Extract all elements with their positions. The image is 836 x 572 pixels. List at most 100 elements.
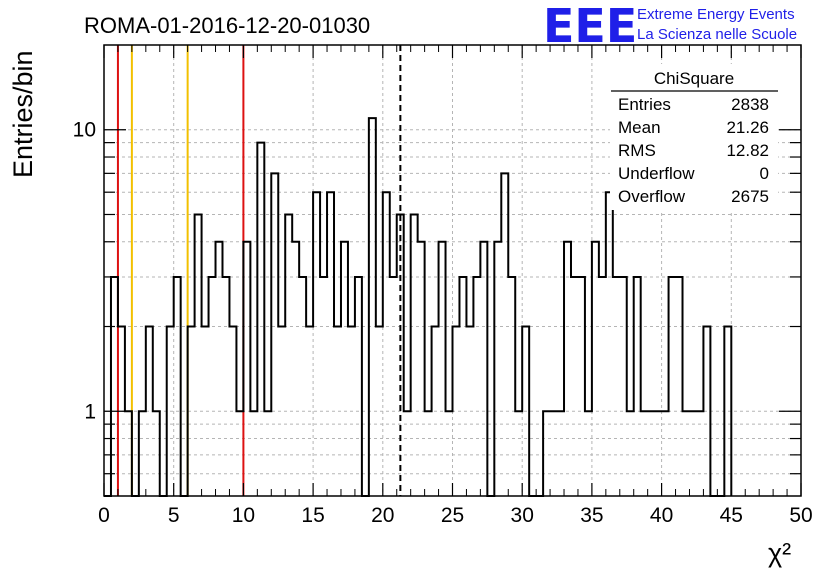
- histogram-bin: [508, 277, 515, 496]
- stats-box: ChiSquare Entries 2838 Mean 21.26 RMS 12.82 Un…: [610, 64, 778, 210]
- histogram-bin: [543, 411, 550, 496]
- histogram-bin: [404, 411, 411, 496]
- histogram-bin: [111, 277, 118, 496]
- histogram-bin: [348, 327, 355, 496]
- histogram-bin: [222, 277, 229, 496]
- stats-row-value: 12.82: [726, 141, 769, 160]
- histogram-bin: [278, 327, 285, 496]
- histogram-bin: [411, 214, 418, 496]
- histogram-bin: [627, 411, 634, 496]
- histogram-bin: [557, 411, 564, 496]
- stats-row-value: 2838: [731, 95, 769, 114]
- stats-row-value: 2675: [731, 187, 769, 206]
- histogram-bin: [188, 327, 195, 496]
- histogram-bin: [271, 173, 278, 496]
- eee-logo-text: EEE: [543, 0, 637, 53]
- histogram-bin: [174, 277, 181, 496]
- x-tick-label: 5: [168, 504, 180, 527]
- x-tick-label: 30: [511, 504, 534, 527]
- stats-row-label: Mean: [618, 118, 661, 137]
- y-axis-label: Entries/bin: [8, 50, 38, 178]
- histogram-bin: [501, 173, 508, 496]
- histogram-bin: [229, 327, 236, 496]
- histogram-bin: [703, 327, 710, 496]
- eee-logo: EEE Extreme Energy Events La Scienza nel…: [543, 0, 797, 53]
- histogram-bin: [655, 411, 662, 496]
- histogram-bars: [104, 117, 733, 497]
- stats-row-value: 21.26: [726, 118, 769, 137]
- histogram-bin: [571, 277, 578, 496]
- stats-row-value: 0: [760, 164, 769, 183]
- histogram-bin: [418, 242, 425, 496]
- histogram-bin: [334, 327, 341, 496]
- histogram-bin: [689, 411, 696, 496]
- y-tick-label: 1: [84, 400, 96, 423]
- histogram-bin: [313, 192, 320, 496]
- histogram-bin: [250, 411, 257, 496]
- x-tick-label: 25: [441, 504, 464, 527]
- histogram-bin: [522, 327, 529, 496]
- histogram-bin: [696, 411, 703, 496]
- histogram-bin: [285, 214, 292, 496]
- x-tick-label: 40: [650, 504, 673, 527]
- histogram-bin: [466, 327, 473, 496]
- histogram-bin: [446, 411, 453, 496]
- y-tick-label: 10: [73, 119, 96, 142]
- histogram-bin: [390, 277, 397, 496]
- histogram-bin: [369, 118, 376, 496]
- y-axis-ticks: 1 10: [73, 119, 801, 475]
- histogram-bin: [383, 192, 390, 496]
- histogram-bin: [662, 411, 669, 496]
- histogram-bin: [216, 242, 223, 496]
- x-tick-label: 35: [580, 504, 603, 527]
- stats-row-label: RMS: [618, 141, 656, 160]
- histogram-bin: [473, 277, 480, 496]
- stats-box-name: ChiSquare: [654, 69, 734, 88]
- histogram-bin: [320, 277, 327, 496]
- histogram-bin: [236, 411, 243, 496]
- histogram-bin: [341, 242, 348, 496]
- histogram-bin: [634, 277, 641, 496]
- stats-row-label: Entries: [618, 95, 671, 114]
- histogram-bin: [550, 411, 557, 496]
- histogram-bin: [292, 242, 299, 496]
- histogram-bin: [202, 327, 209, 496]
- histogram-bin: [425, 411, 432, 496]
- histogram-bin: [453, 327, 460, 496]
- x-axis-label: χ²: [768, 538, 791, 568]
- histogram-bin: [592, 242, 599, 496]
- histogram-bin: [439, 242, 446, 496]
- x-tick-label: 0: [98, 504, 110, 527]
- histogram-bin: [299, 277, 306, 496]
- stats-row-label: Overflow: [618, 187, 686, 206]
- histogram-bin: [397, 214, 404, 496]
- histogram-outline: [104, 117, 733, 497]
- histogram-bin: [195, 214, 202, 496]
- histogram-bin: [620, 277, 627, 496]
- histogram-bin: [585, 411, 592, 496]
- histogram-bin: [327, 192, 334, 496]
- histogram-bin: [683, 411, 690, 496]
- histogram-bin: [139, 411, 146, 496]
- histogram-bin: [599, 277, 606, 496]
- x-tick-label: 20: [371, 504, 394, 527]
- histogram-bin: [306, 327, 313, 496]
- histogram-bin: [494, 242, 501, 496]
- histogram-bin: [578, 277, 585, 496]
- histogram-bin: [146, 327, 153, 496]
- histogram-bin: [641, 411, 648, 496]
- histogram-bin: [606, 192, 613, 496]
- histogram-bin: [724, 327, 731, 496]
- histogram-bin: [564, 242, 571, 496]
- histogram-bin: [167, 327, 174, 496]
- histogram-bin: [153, 411, 160, 496]
- histogram-bin: [669, 277, 676, 496]
- histogram-bin: [648, 411, 655, 496]
- x-tick-label: 45: [720, 504, 743, 527]
- histogram-bin: [257, 143, 264, 496]
- chart-title: ROMA-01-2016-12-20-01030: [84, 13, 370, 38]
- histogram-bin: [125, 411, 132, 496]
- histogram-bin: [676, 277, 683, 496]
- x-axis-ticks: 0 5 10 15 20 25 30 35 40 45 50: [98, 45, 813, 527]
